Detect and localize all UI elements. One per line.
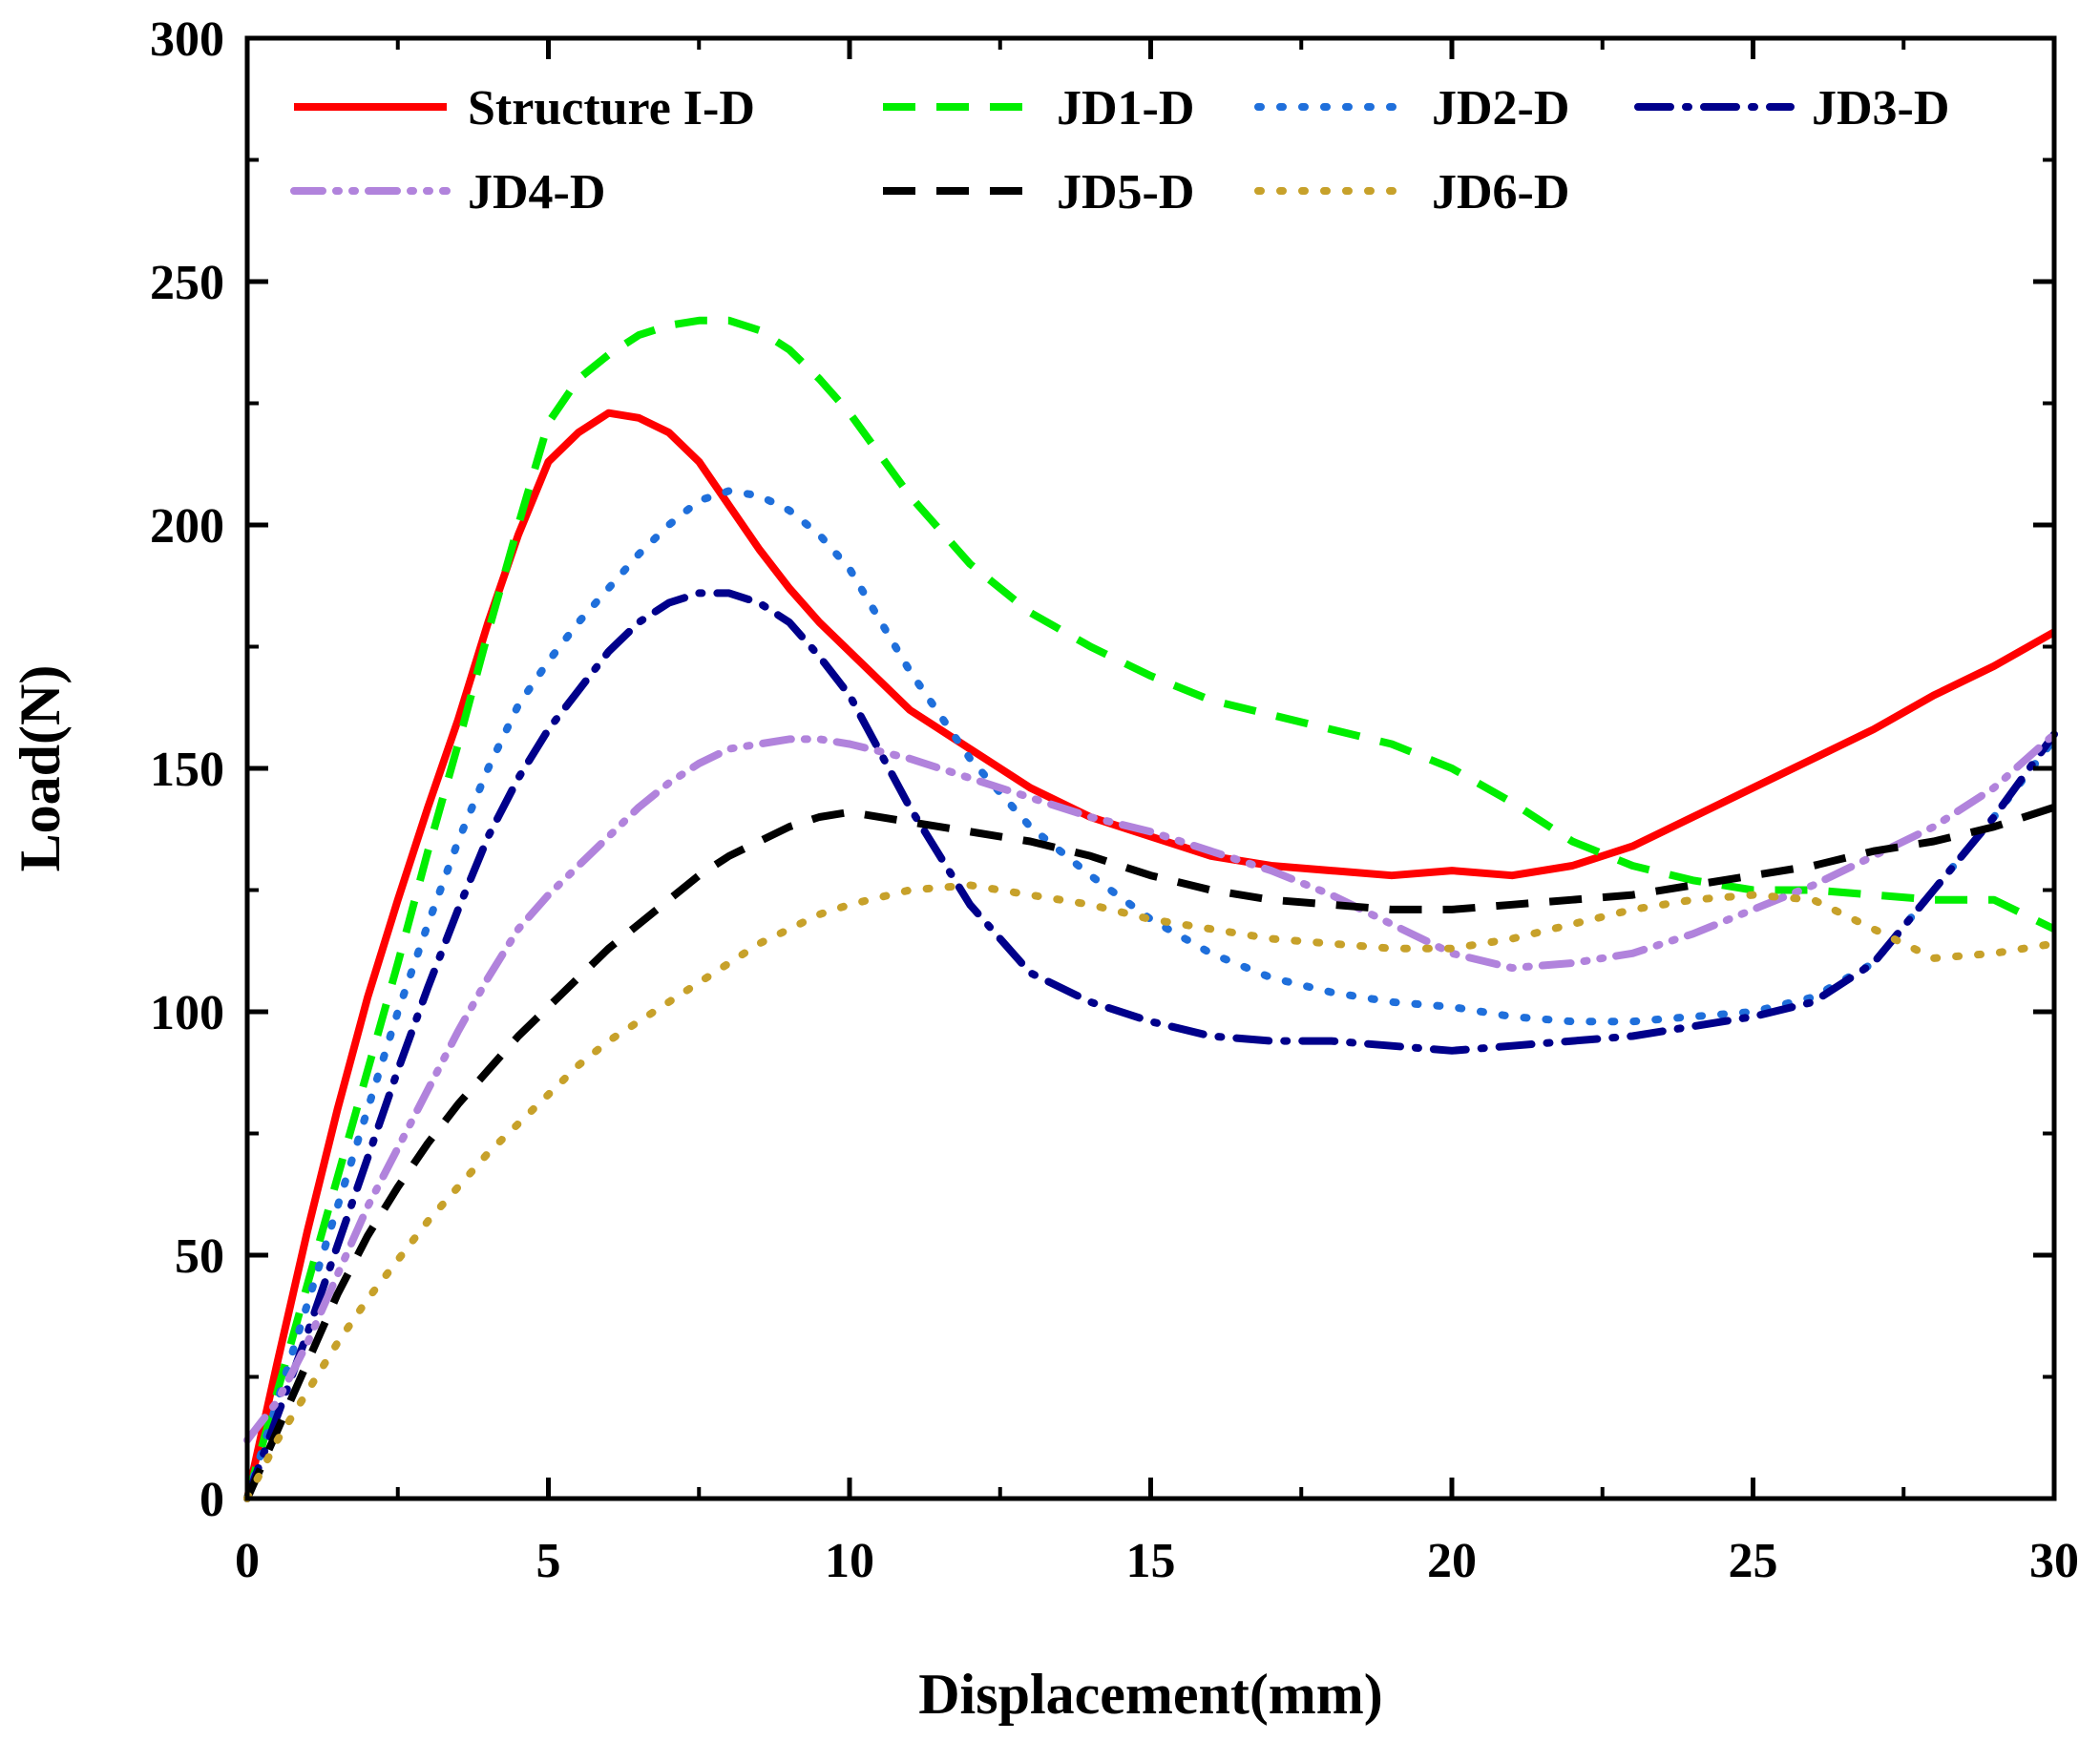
x-tick-label: 15 bbox=[1126, 1534, 1176, 1588]
x-tick-label: 5 bbox=[536, 1534, 561, 1588]
legend: Structure I-D JD1-D JD2-D JD3-D JD4-D JD5-D JD… bbox=[290, 81, 1949, 220]
plot-frame bbox=[244, 35, 2057, 1501]
legend-label-7: JD6-D bbox=[1432, 165, 1569, 220]
series-line-1 bbox=[243, 409, 2056, 1500]
x-tick-label: 25 bbox=[1729, 1534, 1778, 1588]
series-line-4 bbox=[243, 589, 2058, 1502]
x-tick-label: 30 bbox=[2029, 1534, 2079, 1588]
legend-label-5: JD4-D bbox=[468, 165, 605, 220]
x-tick-label: 10 bbox=[825, 1534, 874, 1588]
series-layer bbox=[243, 316, 2058, 1502]
series-line-7 bbox=[243, 881, 2058, 1502]
x-axis-title: Displacement(mm) bbox=[918, 1663, 1383, 1726]
y-tick-label: 150 bbox=[150, 743, 224, 797]
series-line-3 bbox=[243, 487, 2058, 1502]
y-tick-label: 200 bbox=[150, 499, 224, 554]
y-tick-label: 50 bbox=[175, 1229, 224, 1284]
y-axis-title: Load(N) bbox=[9, 665, 72, 872]
y-tick-label: 300 bbox=[150, 12, 224, 67]
x-tick-label: 20 bbox=[1427, 1534, 1477, 1588]
legend-label-6: JD5-D bbox=[1057, 165, 1194, 220]
y-tick-label: 250 bbox=[150, 256, 224, 310]
y-tick-label: 0 bbox=[200, 1473, 224, 1527]
legend-label-2: JD1-D bbox=[1057, 81, 1194, 136]
y-tick-label: 100 bbox=[150, 986, 224, 1040]
series-line-2 bbox=[243, 316, 2056, 1500]
legend-label-3: JD2-D bbox=[1432, 81, 1569, 136]
series-line-6 bbox=[243, 803, 2056, 1500]
legend-label-4: JD3-D bbox=[1812, 81, 1949, 136]
x-tick-label: 0 bbox=[235, 1534, 260, 1588]
series-line-5 bbox=[243, 730, 2058, 1444]
legend-label-1: Structure I-D bbox=[468, 81, 755, 136]
